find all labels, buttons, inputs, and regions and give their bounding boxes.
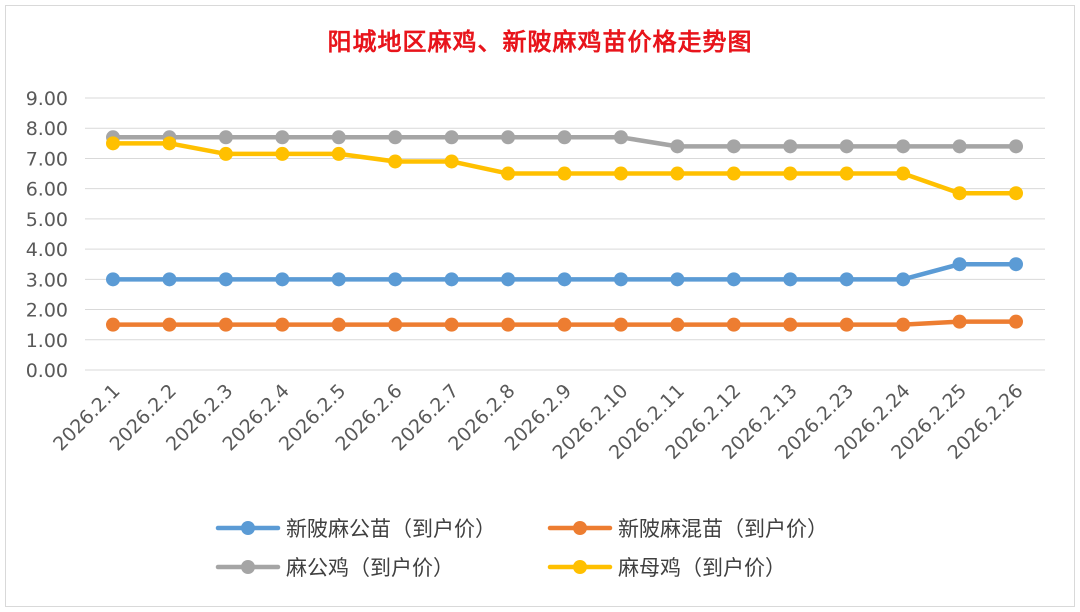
data-point bbox=[275, 317, 290, 332]
series-lines bbox=[106, 130, 1023, 332]
data-point bbox=[162, 317, 177, 332]
legend-marker bbox=[573, 560, 587, 574]
y-axis-ticks: 0.00 1.00 2.00 3.00 4.00 5.00 6.00 7.00 8.00 9.00 bbox=[26, 88, 68, 382]
data-point bbox=[839, 139, 854, 154]
data-point bbox=[501, 272, 516, 287]
legend-marker bbox=[241, 560, 255, 574]
data-point bbox=[726, 139, 741, 154]
data-point bbox=[783, 317, 798, 332]
y-tick-label: 0.00 bbox=[26, 360, 68, 382]
data-point bbox=[501, 130, 516, 145]
y-tick-label: 5.00 bbox=[26, 209, 68, 231]
data-point bbox=[331, 272, 346, 287]
data-point bbox=[1009, 186, 1023, 201]
data-point bbox=[275, 272, 290, 287]
data-point bbox=[613, 272, 628, 287]
data-point bbox=[106, 317, 120, 332]
chart-title: 阳城地区麻鸡、新陂麻鸡苗价格走势图 bbox=[327, 28, 753, 56]
y-tick-label: 1.00 bbox=[26, 330, 68, 352]
data-point bbox=[331, 130, 346, 145]
data-point bbox=[218, 272, 233, 287]
data-point bbox=[162, 136, 177, 151]
data-point bbox=[275, 130, 290, 145]
data-point bbox=[839, 317, 854, 332]
x-axis-ticks: 2026.2.12026.2.22026.2.32026.2.42026.2.5… bbox=[49, 380, 1027, 464]
y-tick-label: 3.00 bbox=[26, 269, 68, 291]
data-point bbox=[218, 130, 233, 145]
data-point bbox=[444, 272, 459, 287]
data-point bbox=[501, 317, 516, 332]
data-point bbox=[839, 272, 854, 287]
data-point bbox=[444, 154, 459, 169]
y-tick-label: 7.00 bbox=[26, 148, 68, 170]
data-point bbox=[896, 166, 911, 181]
data-point bbox=[388, 272, 403, 287]
data-point bbox=[613, 166, 628, 181]
data-point bbox=[952, 139, 967, 154]
data-point bbox=[106, 272, 120, 287]
data-point bbox=[388, 130, 403, 145]
data-point bbox=[952, 314, 967, 329]
data-point bbox=[670, 272, 685, 287]
data-point bbox=[501, 166, 516, 181]
data-point bbox=[670, 317, 685, 332]
data-point bbox=[444, 317, 459, 332]
y-tick-label: 4.00 bbox=[26, 239, 68, 261]
data-point bbox=[331, 317, 346, 332]
legend-label: 新陂麻混苗（到户价） bbox=[618, 517, 828, 541]
y-tick-label: 2.00 bbox=[26, 300, 68, 322]
data-point bbox=[952, 257, 967, 272]
data-point bbox=[783, 272, 798, 287]
data-point bbox=[162, 272, 177, 287]
data-point bbox=[331, 146, 346, 161]
y-tick-label: 8.00 bbox=[26, 118, 68, 140]
data-point bbox=[726, 317, 741, 332]
data-point bbox=[1009, 314, 1023, 329]
legend-label: 麻母鸡（到户价） bbox=[618, 556, 786, 580]
legend-label: 麻公鸡（到户价） bbox=[286, 556, 454, 580]
legend-marker bbox=[573, 521, 587, 535]
data-point bbox=[896, 317, 911, 332]
chart-frame bbox=[5, 5, 1075, 607]
data-point bbox=[1009, 139, 1023, 154]
legend-label: 新陂麻公苗（到户价） bbox=[286, 517, 496, 541]
data-point bbox=[613, 130, 628, 145]
data-point bbox=[275, 146, 290, 161]
y-tick-label: 6.00 bbox=[26, 179, 68, 201]
data-point bbox=[444, 130, 459, 145]
data-point bbox=[952, 186, 967, 201]
data-point bbox=[106, 136, 120, 151]
data-point bbox=[896, 139, 911, 154]
data-point bbox=[670, 139, 685, 154]
y-tick-label: 9.00 bbox=[26, 88, 68, 110]
data-point bbox=[783, 166, 798, 181]
data-point bbox=[218, 317, 233, 332]
data-point bbox=[726, 166, 741, 181]
data-point bbox=[557, 317, 572, 332]
legend: 新陂麻公苗（到户价） 新陂麻混苗（到户价） 麻公鸡（到户价） 麻母鸡（到户价） bbox=[215, 517, 828, 580]
data-point bbox=[388, 154, 403, 169]
data-point bbox=[557, 166, 572, 181]
data-point bbox=[896, 272, 911, 287]
data-point bbox=[388, 317, 403, 332]
data-point bbox=[557, 130, 572, 145]
data-point bbox=[670, 166, 685, 181]
data-point bbox=[613, 317, 628, 332]
data-point bbox=[783, 139, 798, 154]
data-point bbox=[839, 166, 854, 181]
legend-marker bbox=[241, 521, 255, 535]
data-point bbox=[218, 146, 233, 161]
data-point bbox=[1009, 257, 1023, 272]
data-point bbox=[726, 272, 741, 287]
data-point bbox=[557, 272, 572, 287]
